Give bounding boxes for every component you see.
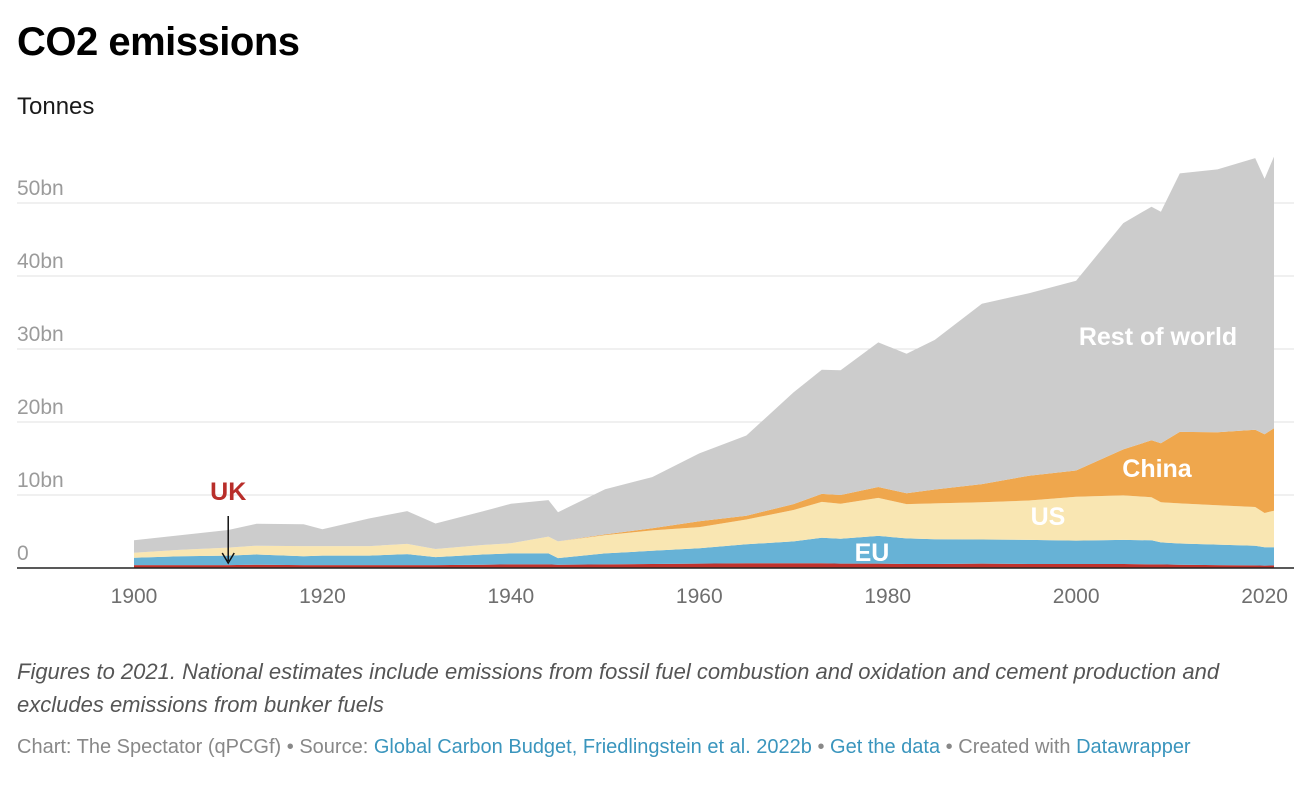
footer-separator: • xyxy=(817,736,825,758)
us-label: US xyxy=(1031,503,1066,531)
stacked-area-chart: 0 10bn 20bn 30bn 40bn 50bn Rest of world China… xyxy=(17,156,1294,608)
y-tick-label: 50bn xyxy=(17,177,64,200)
source-prefix: Source: xyxy=(299,736,369,758)
uk-label: UK xyxy=(210,478,246,506)
datawrapper-link[interactable]: Datawrapper xyxy=(1076,736,1191,758)
china-area xyxy=(134,428,1274,553)
footer-separator: • xyxy=(286,736,294,758)
x-tick-label: 1920 xyxy=(299,585,346,608)
x-tick-label: 1940 xyxy=(488,585,535,608)
y-tick-label: 0 xyxy=(17,542,29,565)
us-area xyxy=(134,495,1274,559)
y-tick-label: 40bn xyxy=(17,250,64,273)
get-data-link[interactable]: Get the data xyxy=(830,736,941,758)
created-with-text: Created with xyxy=(958,736,1071,758)
rest-of-world-area xyxy=(134,156,1274,553)
y-tick-label: 10bn xyxy=(17,469,64,492)
area-series xyxy=(134,156,1274,568)
source-link[interactable]: Global Carbon Budget, Friedlingstein et … xyxy=(373,736,812,758)
series-labels: Rest of world China US EU UK xyxy=(210,323,1237,567)
uk-arrow-head xyxy=(221,552,235,565)
china-label: China xyxy=(1122,455,1193,483)
footer-separator: • xyxy=(945,736,953,758)
rest-of-world-label: Rest of world xyxy=(1079,323,1237,351)
chart-title: CO2 emissions xyxy=(17,20,300,64)
chart-subtitle: Tonnes xyxy=(17,93,95,120)
x-tick-label: 1900 xyxy=(111,585,158,608)
axes: 1900 1920 1940 1960 1980 2000 2020 xyxy=(17,567,1294,608)
uk-area xyxy=(134,563,1274,568)
x-tick-label: 1960 xyxy=(676,585,723,608)
chart-footer: Chart: The Spectator (qPCGf) • Source: G… xyxy=(17,733,1191,761)
y-tick-label: 20bn xyxy=(17,396,64,419)
chart-notes: Figures to 2021. National estimates incl… xyxy=(17,659,1220,717)
eu-label: EU xyxy=(855,539,890,567)
y-tick-label: 30bn xyxy=(17,323,64,346)
x-tick-label: 2000 xyxy=(1053,585,1100,608)
eu-area xyxy=(134,535,1274,566)
x-tick-label: 1980 xyxy=(864,585,911,608)
x-tick-label: 2020 xyxy=(1241,585,1288,608)
chart-credit: Chart: The Spectator (qPCGf) xyxy=(17,736,282,758)
